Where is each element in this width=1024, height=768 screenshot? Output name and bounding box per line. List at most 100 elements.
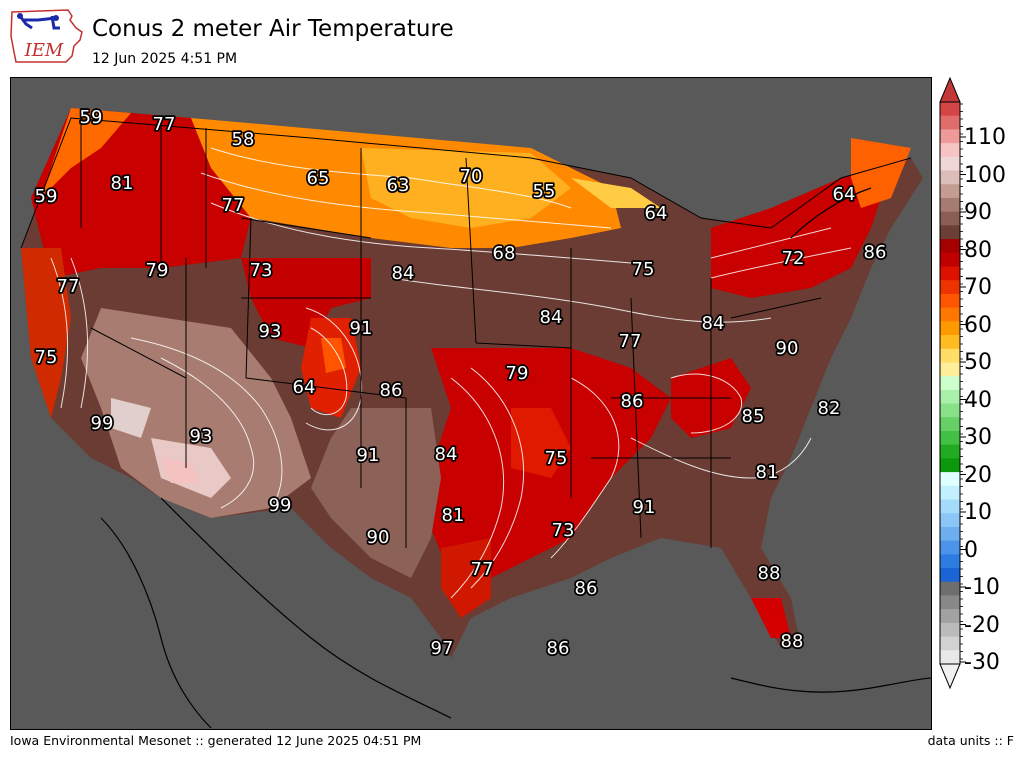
colorbar-tick-label: 10 [964,500,992,525]
temp-label: 85 [742,406,765,427]
colorbar-swatch [940,499,960,514]
colorbar-tick-label: 50 [964,350,992,375]
texas-coast-red-region [441,538,491,618]
colorbar-tick-label: 100 [964,163,1006,188]
upper-michigan-cool-band [571,178,661,208]
colorbar-swatch [940,362,960,377]
colorbar-swatch [940,554,960,569]
wyoming-red-region [241,258,371,348]
temp-label: 65 [307,168,330,189]
colorbar-tick-label: 30 [964,425,992,450]
temp-label: 64 [645,203,668,224]
temperature-fill-regions [21,108,923,658]
colorbar-swatch [940,472,960,487]
temp-label: 79 [506,363,529,384]
temp-label: 88 [781,631,804,652]
temp-label: 93 [190,426,213,447]
temp-label: 86 [621,391,644,412]
temp-label: 75 [35,347,58,368]
temp-label: 86 [547,638,570,659]
colorbar-swatch [940,430,960,446]
temp-label: 84 [702,313,725,334]
colorbar-tick-label: -30 [964,650,1000,675]
temp-label: 84 [435,444,458,465]
temp-label: 77 [619,331,642,352]
colorbar-swatch [940,170,960,185]
temp-label: 55 [533,181,556,202]
temp-label: 88 [758,563,781,584]
colorbar-swatch [940,266,960,281]
temperature-map: 59 77 58 81 65 63 70 55 59 77 64 64 79 7… [10,77,932,730]
logo-text: IEM [24,40,64,61]
temp-label: 77 [153,114,176,135]
footer-units: data units :: F [927,733,1014,748]
temp-label: 81 [756,462,779,483]
colorbar-outline [939,101,961,665]
colorbar-swatch [940,513,960,528]
colorbar-tick-label: 40 [964,388,992,413]
temp-label: 58 [232,129,255,150]
colorbar-swatch [940,376,960,391]
temp-label: 91 [357,445,380,466]
colorbar-min-extend-arrow [939,663,961,690]
colorbar-swatch [940,239,960,254]
temp-label: 59 [80,107,103,128]
temp-label: 77 [222,195,245,216]
colorbar-max-extend-arrow [939,76,961,103]
temp-label: 91 [633,497,656,518]
temp-label: 84 [540,307,563,328]
northeast-red-region [711,168,891,298]
iem-logo: IEM [8,6,86,66]
colorbar-swatch [940,197,960,213]
colorbar-swatch [940,115,960,130]
temp-label: 99 [269,495,292,516]
colorbar-swatch [940,143,960,158]
colorbar-swatch [940,595,960,610]
colorbar-swatch [940,650,960,665]
colorbar-swatch [940,280,960,295]
temp-label: 97 [431,638,454,659]
colorbar-swatch [940,403,960,418]
contour-lines [50,147,852,599]
temp-label: 75 [632,259,655,280]
colorbar-swatch [940,348,960,363]
temp-label: 84 [392,263,415,284]
temp-label: 90 [776,338,799,359]
colorbar-tick-label: -10 [964,575,1000,600]
north-dakota-cool-band [361,148,571,228]
temp-label: 73 [552,520,575,541]
colorbar-swatch [940,307,960,322]
colorbar-swatch [940,184,960,199]
colorbar-tick-label: 70 [964,275,992,300]
colorbar-swatch [940,540,960,555]
temp-label: 86 [864,242,887,263]
colorbar-swatch [940,389,960,405]
temp-label: 86 [380,380,403,401]
temp-label: 70 [460,166,483,187]
colorbar-swatch [940,293,960,309]
temperature-colorbar: 110 100 90 80 70 60 50 40 30 20 10 0 -10… [930,76,1024,700]
map-timestamp: 12 Jun 2025 4:51 PM [92,51,238,67]
colorbar-swatch [940,321,960,336]
arizona-pink-region [161,458,201,483]
footer-credit: Iowa Environmental Mesonet :: generated … [10,733,422,748]
temperature-labels: 59 77 58 81 65 63 70 55 59 77 64 64 79 7… [33,105,888,661]
colorbar-tick-labels: 110 100 90 80 70 60 50 40 30 20 10 0 -10… [964,125,1006,675]
colorbar-swatch [940,458,960,473]
california-coast-red-region [21,248,71,418]
texas-tan-region [311,408,441,578]
colorbar-swatch [940,335,960,350]
colorbar-tick-label: 90 [964,200,992,225]
colorbar-tick-label: 80 [964,238,992,263]
temp-label: 68 [493,243,516,264]
colorbar-swatch [940,102,960,117]
colorbar-swatch [940,568,960,583]
temp-label: 73 [250,260,273,281]
nevada-pale-region [111,398,151,438]
arkansas-hot-region [511,408,571,478]
temp-label: 64 [833,184,856,205]
temp-label: 81 [442,505,465,526]
temp-label: 82 [818,398,841,419]
pacific-coast-orange-region [41,108,131,198]
temp-label: 81 [111,173,134,194]
